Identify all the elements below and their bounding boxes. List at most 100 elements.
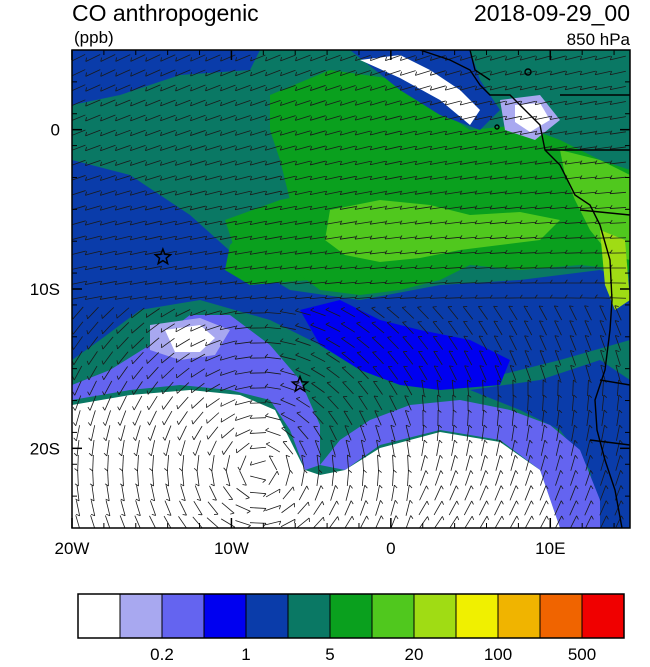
wind-barb-flag xyxy=(519,115,523,120)
wind-barb xyxy=(205,281,221,285)
wind-barb-flag xyxy=(234,131,238,136)
wind-barb xyxy=(160,235,176,241)
wind-barb xyxy=(475,221,491,225)
wind-barb xyxy=(220,190,236,196)
pressure-level-label: 850 hPa xyxy=(566,30,630,49)
wind-barb xyxy=(421,424,425,442)
wind-barb xyxy=(85,84,101,92)
wind-barb-flag xyxy=(474,86,478,91)
wind-barb xyxy=(122,469,124,487)
wind-barb-flag xyxy=(549,190,553,195)
wind-barb xyxy=(610,161,626,165)
wind-barb xyxy=(130,266,146,270)
wind-barb-flag xyxy=(534,279,538,284)
wind-barb xyxy=(509,485,517,501)
wind-barb-flag xyxy=(130,102,132,107)
wind-barb xyxy=(490,191,506,195)
wind-barb-flag xyxy=(159,161,163,166)
wind-barb xyxy=(295,100,311,106)
wind-barb xyxy=(220,296,236,300)
wind-barb-flag xyxy=(178,452,182,456)
wind-barb xyxy=(310,236,326,240)
wind-barb xyxy=(601,425,605,441)
wind-barb-flag xyxy=(470,470,474,474)
wind-barb-flag xyxy=(414,71,418,76)
wind-barb xyxy=(115,205,131,211)
wind-barb-flag xyxy=(294,295,298,299)
wind-barb xyxy=(282,441,294,455)
wind-barb xyxy=(115,175,131,181)
wind-barb-flag xyxy=(444,279,448,284)
wind-barb-flag xyxy=(579,130,583,135)
wind-barb xyxy=(310,339,326,347)
wind-barb xyxy=(175,84,191,92)
wind-barb xyxy=(311,397,325,409)
wind-barb xyxy=(327,396,339,410)
wind-barb xyxy=(387,366,399,380)
field-blue-south-coast xyxy=(470,360,630,528)
wind-barb xyxy=(117,336,129,350)
wind-barb xyxy=(294,296,312,300)
wind-barb-flag xyxy=(249,161,253,166)
x-tick-label: 10W xyxy=(214,539,249,558)
wind-barb-flag xyxy=(408,469,412,473)
wind-barb xyxy=(342,381,354,395)
wind-barb-flag xyxy=(160,87,162,92)
wind-barb-flag xyxy=(309,175,313,180)
wind-barb xyxy=(565,146,581,150)
wind-barb-flag xyxy=(560,500,564,505)
wind-barb xyxy=(615,455,621,471)
wind-barb-flag xyxy=(474,190,478,195)
wind-barb-flag xyxy=(86,314,88,319)
wind-barb-flag xyxy=(429,145,433,150)
wind-barb xyxy=(145,190,161,196)
wind-barb-flag xyxy=(555,350,560,352)
wind-barb-flag xyxy=(356,321,361,324)
wind-barb xyxy=(205,114,221,122)
wind-barb xyxy=(430,206,446,210)
wind-barb xyxy=(130,205,146,211)
wind-barb xyxy=(310,175,326,181)
wind-barb-flag xyxy=(249,146,253,151)
wind-barb xyxy=(280,326,296,330)
wind-barb-flag xyxy=(350,500,354,505)
wind-barb xyxy=(505,70,521,76)
wind-barb-flag xyxy=(459,264,463,269)
wind-barb xyxy=(160,250,176,256)
wind-barb-flag xyxy=(380,500,384,504)
wind-barb-flag xyxy=(179,468,183,472)
wind-barb xyxy=(220,413,236,423)
wind-barb xyxy=(235,520,251,526)
wind-barb-flag xyxy=(174,176,178,181)
wind-barb xyxy=(478,321,488,335)
wind-barb-flag xyxy=(72,391,76,396)
wind-barb-flag xyxy=(575,485,579,490)
wind-barb xyxy=(190,296,206,300)
wind-barb xyxy=(370,130,386,136)
wind-barb xyxy=(178,411,188,425)
wind-barb xyxy=(87,306,99,320)
wind-barb-flag xyxy=(285,454,290,458)
wind-barb xyxy=(295,310,311,316)
coastline xyxy=(419,50,630,528)
wind-barb xyxy=(520,146,536,150)
wind-barb xyxy=(535,70,551,76)
wind-barb xyxy=(100,265,116,271)
wind-barb xyxy=(265,266,281,270)
wind-barb-flag xyxy=(459,145,463,150)
wind-barb-flag xyxy=(384,220,388,225)
wind-barb-flag xyxy=(144,235,148,240)
wind-barb xyxy=(190,251,206,255)
wind-barb-flag xyxy=(220,86,222,91)
wind-barb xyxy=(340,308,356,318)
wind-barb-flag xyxy=(489,115,493,120)
wind-barb xyxy=(615,470,621,486)
wind-barb-flag xyxy=(519,294,523,299)
wind-barb-flag xyxy=(264,161,268,166)
wind-barb xyxy=(355,130,371,136)
wind-barb-flag xyxy=(114,206,118,211)
wind-barb xyxy=(295,340,311,346)
wind-barb-flag xyxy=(486,515,490,520)
wind-barb xyxy=(205,296,221,300)
wind-barb-flag xyxy=(235,101,237,106)
